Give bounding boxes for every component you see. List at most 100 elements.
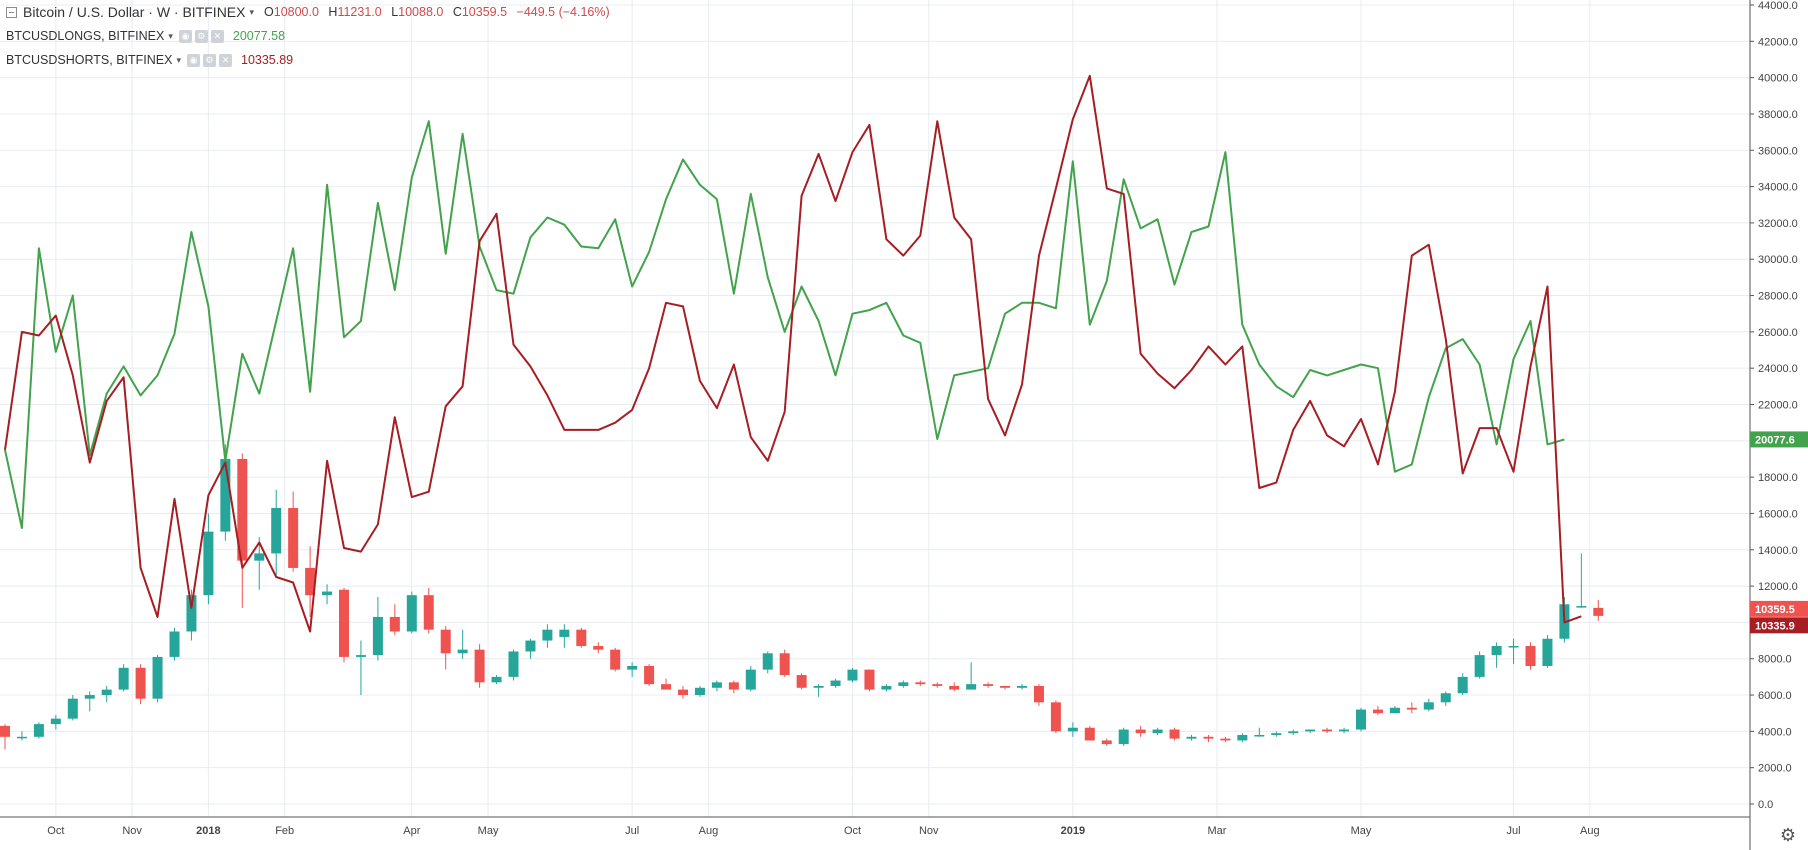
candle-body — [372, 616, 383, 656]
y-tick-label: 36000.0 — [1758, 145, 1798, 157]
chart-settings-gear-icon[interactable]: ⚙ — [1779, 825, 1796, 845]
indicator-name-shorts[interactable]: BTCUSDSHORTS, BITFINEX — [6, 53, 173, 67]
x-tick-label: May — [1351, 825, 1372, 837]
candle-body — [542, 629, 553, 641]
x-tick-label: Nov — [919, 825, 939, 837]
ohlc-values: O10800.0 H11231.0 L10088.0 C10359.5 −449… — [264, 5, 610, 19]
candle-body — [966, 684, 977, 690]
candle-body — [1050, 702, 1061, 732]
chevron-down-icon[interactable]: ▾ — [176, 54, 181, 65]
x-tick-label: Apr — [403, 825, 420, 837]
candle-body — [1356, 709, 1366, 730]
candle-body — [1593, 607, 1604, 616]
x-tick-label: Mar — [1207, 825, 1226, 837]
symbol-legend-row: Bitcoin / U.S. Dollar · W · BITFINEX ▾ O… — [6, 4, 610, 20]
candle-body — [949, 685, 960, 690]
y-tick-label: 42000.0 — [1758, 36, 1798, 48]
y-tick-label: 0.0 — [1758, 799, 1773, 811]
candle-body — [1152, 729, 1163, 734]
candle-body — [508, 651, 519, 677]
candle-body — [322, 591, 333, 596]
candle-body — [627, 665, 638, 670]
indicator-value-shorts: 10335.89 — [241, 53, 294, 67]
candle-body — [1389, 707, 1400, 714]
y-tick-label: 6000.0 — [1758, 690, 1792, 702]
candle-body — [1033, 685, 1044, 703]
candle-body — [1457, 676, 1468, 694]
candle-body — [711, 682, 722, 688]
candle-body — [67, 698, 78, 719]
candle-body — [16, 736, 27, 739]
candle-body — [864, 669, 875, 690]
candle-body — [118, 667, 129, 690]
candle-body — [1542, 638, 1553, 666]
candle-body — [1271, 733, 1282, 735]
y-tick-label: 44000.0 — [1758, 0, 1798, 12]
candle-body — [1406, 707, 1417, 710]
candle-body — [576, 629, 587, 647]
y-tick-label: 4000.0 — [1758, 726, 1792, 738]
candle-body — [288, 508, 299, 568]
chevron-down-icon[interactable]: ▾ — [249, 6, 255, 17]
candle-body — [1474, 655, 1485, 677]
candle-body — [0, 725, 10, 737]
last-value-tag — [1750, 600, 1808, 617]
x-tick-label: May — [478, 825, 499, 837]
low-value: 10088.0 — [398, 5, 444, 19]
candle-body — [1440, 693, 1451, 703]
chevron-down-icon[interactable]: ▾ — [168, 30, 173, 41]
candle-body — [779, 653, 790, 676]
close-icon[interactable]: ✕ — [210, 29, 224, 43]
candle-body — [745, 669, 756, 690]
y-tick-label: 2000.0 — [1758, 763, 1792, 775]
candle-body — [237, 458, 248, 561]
candle-body — [661, 684, 672, 690]
candle-body — [169, 631, 180, 657]
candle-body — [813, 685, 824, 688]
y-tick-label: 14000.0 — [1758, 545, 1798, 557]
indicator-name-longs[interactable]: BTCUSDLONGS, BITFINEX — [6, 29, 165, 43]
candle-body — [593, 646, 604, 650]
candle-body — [271, 508, 282, 554]
candle-body — [440, 629, 451, 654]
candle-body — [1576, 606, 1587, 608]
candle-body — [1423, 702, 1434, 710]
visibility-icon[interactable]: ◉ — [187, 53, 200, 67]
last-value-label: 10359.5 — [1755, 604, 1795, 616]
candle-body — [305, 567, 316, 596]
candle-body — [423, 595, 434, 630]
symbol-title[interactable]: Bitcoin / U.S. Dollar · W · BITFINEX — [23, 4, 246, 20]
candle-body — [389, 616, 400, 632]
candle-body — [1203, 736, 1214, 739]
candle-body — [1288, 731, 1299, 734]
candle-body — [847, 669, 858, 681]
candle-body — [1135, 729, 1146, 734]
candle-body — [1067, 727, 1078, 732]
grid-layer — [0, 0, 1750, 817]
x-tick-label: Aug — [699, 825, 719, 837]
candle-body — [728, 682, 739, 690]
settings-icon[interactable]: ⚙ — [203, 53, 216, 67]
close-icon[interactable]: ✕ — [219, 53, 232, 67]
indicator-lines-layer — [4, 74, 1582, 633]
candle-body — [1186, 736, 1197, 739]
collapse-legend-icon[interactable] — [6, 6, 17, 18]
last-value-label: 20077.6 — [1755, 434, 1795, 446]
last-value-tag — [1750, 431, 1808, 448]
visibility-icon[interactable]: ◉ — [178, 29, 192, 43]
candle-body — [559, 629, 570, 637]
candle-body — [457, 649, 468, 654]
candle-body — [135, 667, 146, 699]
y-tick-label: 8000.0 — [1758, 654, 1792, 666]
y-tick-label: 32000.0 — [1758, 218, 1798, 230]
candle-body — [983, 684, 994, 686]
y-tick-label: 12000.0 — [1758, 581, 1798, 593]
candle-body — [101, 689, 112, 696]
x-tick-label: Oct — [47, 825, 64, 837]
candle-body — [915, 682, 926, 685]
settings-icon[interactable]: ⚙ — [194, 29, 208, 43]
x-tick-label: Jul — [1507, 825, 1521, 837]
y-tick-label: 30000.0 — [1758, 254, 1798, 266]
